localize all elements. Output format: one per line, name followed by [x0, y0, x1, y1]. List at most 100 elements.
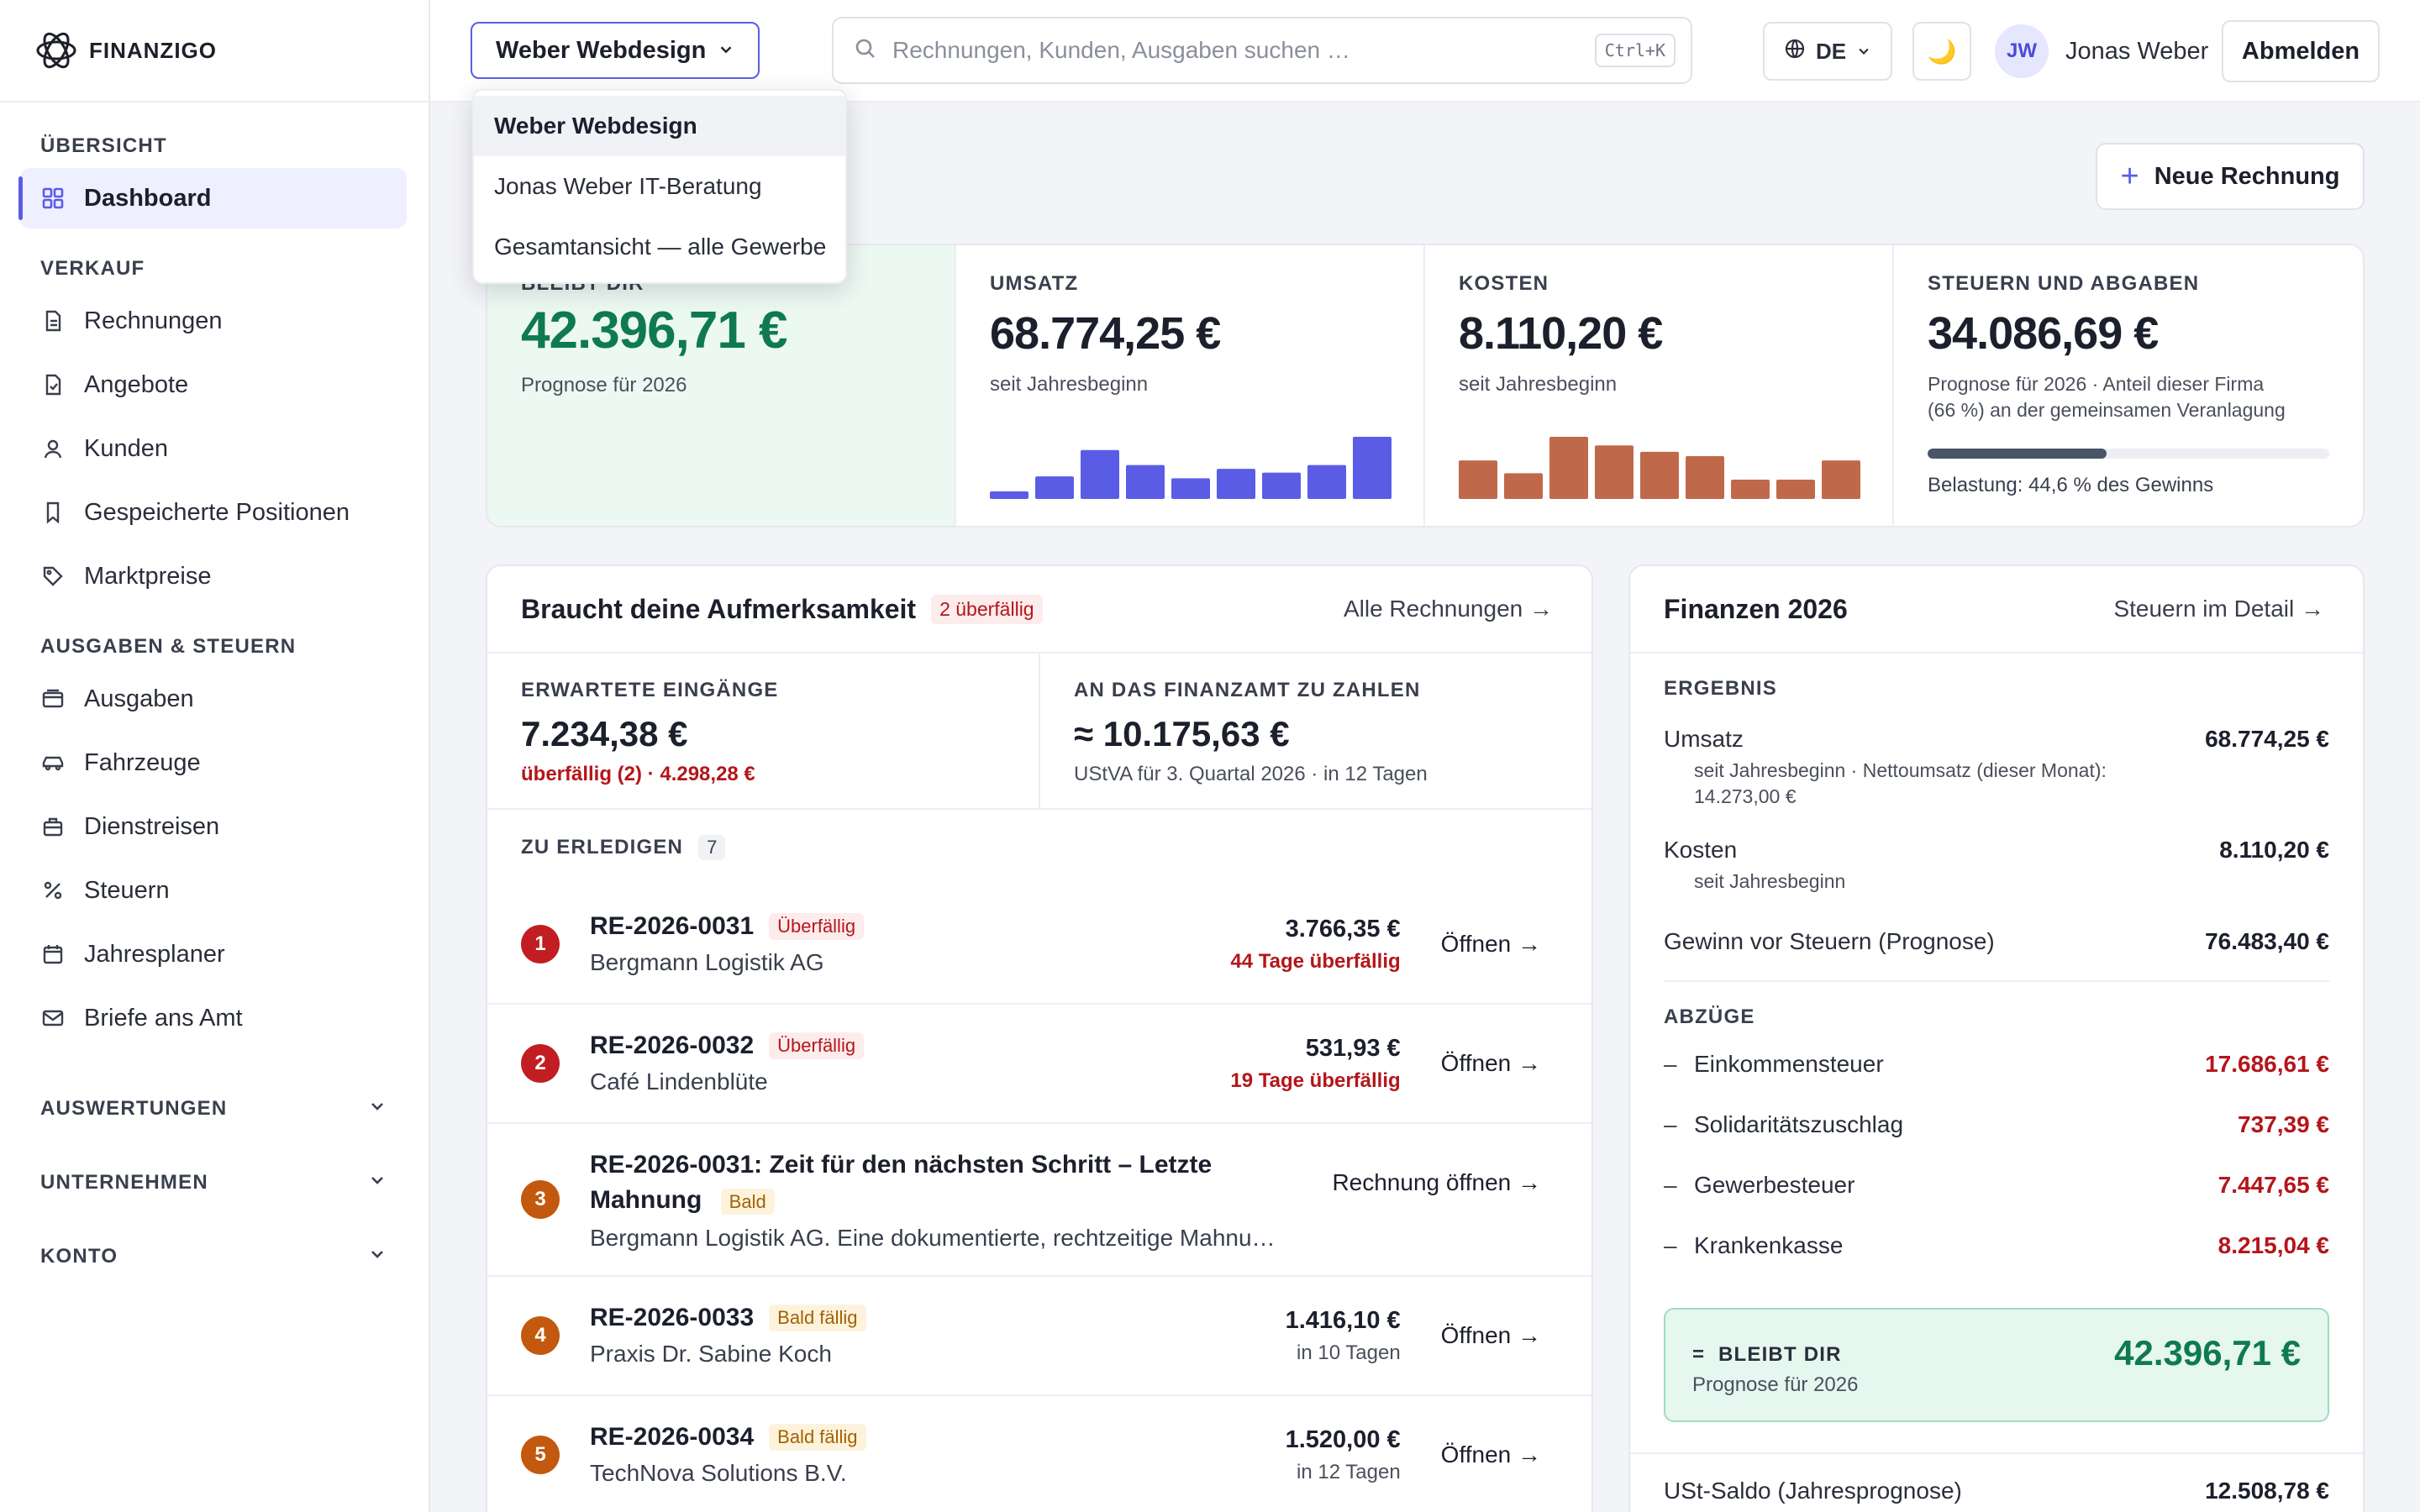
row-label: Gewinn vor Steuern (Prognose): [1664, 928, 1995, 954]
sidebar-item-label: Dashboard: [84, 184, 212, 212]
task-client: Bergmann Logistik AG: [590, 949, 824, 975]
tax-burden-text: Belastung: 44,6 % des Gewinns: [1928, 474, 2214, 496]
row-value: 737,39 €: [2238, 1111, 2329, 1137]
task-client: TechNova Solutions B.V.: [590, 1460, 847, 1486]
sidebar-item-label: Fahrzeuge: [84, 748, 201, 776]
task-main: RE-2026-0033 Bald fällig Praxis Dr. Sabi…: [590, 1304, 1286, 1368]
sidebar-item-label: Marktpreise: [84, 562, 212, 590]
language-select[interactable]: DE: [1763, 22, 1892, 81]
theme-toggle[interactable]: 🌙: [1912, 22, 1971, 81]
due-text: 19 Tage überfällig: [1230, 1068, 1401, 1092]
company-select-value: Weber Webdesign: [496, 36, 707, 64]
kpi-label: STEUERN UND ABGABEN: [1928, 272, 2200, 295]
document-check-icon: [40, 372, 66, 397]
due-text: in 10 Tagen: [1297, 1341, 1401, 1364]
task-row[interactable]: 3 RE-2026-0031: Zeit für den nächsten Sc…: [487, 1122, 1591, 1275]
open-button[interactable]: Öffnen →: [1440, 1441, 1541, 1467]
open-button[interactable]: Öffnen →: [1440, 931, 1541, 957]
sidebar-item-label: Dienstreisen: [84, 812, 220, 840]
logo[interactable]: FINANZIGO: [0, 0, 429, 102]
sidebar-item-vehicles[interactable]: Fahrzeuge: [20, 732, 407, 793]
all-invoices-link[interactable]: Alle Rechnungen →: [1343, 596, 1553, 622]
sidebar-item-expenses[interactable]: Ausgaben: [20, 669, 407, 729]
sidebar-group-label: UNTERNEHMEN: [40, 1171, 208, 1194]
sidebar-group-account[interactable]: KONTO: [0, 1220, 429, 1294]
open-button[interactable]: Öffnen →: [1440, 1322, 1541, 1348]
invoice-number: RE-2026-0033: [590, 1304, 755, 1331]
company-select[interactable]: Weber Webdesign: [471, 22, 760, 79]
sidebar-group-company[interactable]: UNTERNEHMEN: [0, 1146, 429, 1220]
company-option-weber-webdesign[interactable]: Weber Webdesign: [474, 96, 845, 156]
logout-button[interactable]: Abmelden: [2222, 20, 2380, 82]
kpi-remaining[interactable]: BLEIBT DIR 42.396,71 € Prognose für 2026: [487, 245, 956, 526]
task-row[interactable]: 2 RE-2026-0032 Überfällig Café Lindenblü…: [487, 1003, 1591, 1122]
kpi-revenue[interactable]: UMSATZ 68.774,25 € seit Jahresbeginn: [956, 245, 1425, 526]
amount: 3.766,35 €: [1285, 915, 1401, 942]
chart-bar: [1081, 449, 1119, 499]
task-id: RE-2026-0034 Bald fällig: [590, 1423, 1286, 1452]
sidebar-item-offers[interactable]: Angebote: [20, 354, 407, 415]
task-number: 2: [521, 1044, 560, 1083]
divider: [1664, 980, 2329, 982]
todo-label: ZU ERLEDIGEN: [521, 836, 684, 858]
tax-details-link[interactable]: Steuern im Detail →: [2113, 596, 2324, 622]
kpi-value: 68.774,25 €: [990, 308, 1221, 359]
sidebar-group-label: KONTO: [40, 1245, 118, 1268]
task-description: Bergmann Logistik AG. Eine dokumentierte…: [590, 1225, 1276, 1251]
card-header: Finanzen 2026 Steuern im Detail →: [1630, 566, 2363, 654]
search-box[interactable]: Ctrl+K: [832, 17, 1692, 84]
summary-row: ERWARTETE EINGÄNGE 7.234,38 € überfällig…: [487, 654, 1591, 810]
company-option-it-beratung[interactable]: Jonas Weber IT-Beratung: [494, 173, 762, 199]
chart-bar: [990, 491, 1028, 499]
task-row[interactable]: 5 RE-2026-0034 Bald fällig TechNova Solu…: [487, 1394, 1591, 1512]
open-button[interactable]: Öffnen →: [1440, 1050, 1541, 1076]
kpi-costs[interactable]: KOSTEN 8.110,20 € seit Jahresbeginn: [1425, 245, 1894, 526]
row-note: seit Jahresbeginn: [1694, 870, 1846, 892]
chart-bar: [1171, 478, 1210, 499]
todo-header: ZU ERLEDIGEN 7: [487, 810, 1591, 885]
sidebar-item-saved-positions[interactable]: Gespeicherte Positionen: [20, 482, 407, 543]
sidebar-item-taxes[interactable]: Steuern: [20, 860, 407, 921]
open-invoice-button[interactable]: Rechnung öffnen →: [1332, 1169, 1541, 1195]
new-invoice-label: Neue Rechnung: [2154, 162, 2340, 190]
due-text: in 12 Tagen: [1297, 1460, 1401, 1483]
chart-bar: [1262, 472, 1301, 499]
user-menu[interactable]: JW Jonas Weber: [1995, 24, 2208, 79]
row-label: – Einkommensteuer: [1664, 1051, 1884, 1077]
sidebar-group-reports[interactable]: AUSWERTUNGEN: [0, 1072, 429, 1146]
sidebar-item-dashboard[interactable]: Dashboard: [18, 168, 407, 228]
sidebar-item-customers[interactable]: Kunden: [20, 418, 407, 479]
kpi-taxes[interactable]: STEUERN UND ABGABEN 34.086,69 € Prognose…: [1894, 245, 2363, 526]
deduction-row-solidarity: – Solidaritätszuschlag 737,39 €: [1664, 1095, 2329, 1155]
task-row[interactable]: 4 RE-2026-0033 Bald fällig Praxis Dr. Sa…: [487, 1275, 1591, 1394]
sidebar-item-year-planner[interactable]: Jahresplaner: [20, 924, 407, 984]
new-invoice-button[interactable]: + Neue Rechnung: [2096, 143, 2365, 210]
sidebar-item-label: Rechnungen: [84, 307, 223, 334]
company-option-all[interactable]: Gesamtansicht — alle Gewerbe: [494, 234, 827, 260]
costs-row: Kosten 8.110,20 €: [1664, 837, 2329, 864]
top-bar: Weber Webdesign Ctrl+K DE 🌙 JW Jonas Web…: [430, 0, 2420, 102]
chart-bar: [1640, 451, 1679, 499]
grid-icon: [40, 186, 66, 211]
user-icon: [40, 436, 66, 461]
sidebar-item-letters[interactable]: Briefe ans Amt: [20, 988, 407, 1048]
sum-label: AN DAS FINANZAMT ZU ZAHLEN: [1074, 679, 1421, 701]
sidebar-item-market-prices[interactable]: Marktpreise: [20, 546, 407, 606]
amount: 1.416,10 €: [1285, 1306, 1401, 1334]
sidebar-item-label: Steuern: [84, 876, 170, 904]
card-title-text: Braucht deine Aufmerksamkeit: [521, 593, 917, 624]
row-value: 7.447,65 €: [2217, 1172, 2329, 1198]
search-icon: [854, 37, 877, 65]
sidebar-item-business-trips[interactable]: Dienstreisen: [20, 796, 407, 857]
row-label: Kosten: [1664, 837, 1738, 863]
attention-card: Braucht deine Aufmerksamkeit 2 überfälli…: [486, 564, 1593, 1512]
search-input[interactable]: [892, 37, 1580, 64]
task-row[interactable]: 1 RE-2026-0031 Überfällig Bergmann Logis…: [487, 885, 1591, 1003]
deduction-row-trade-tax: – Gewerbesteuer 7.447,65 €: [1664, 1155, 2329, 1215]
task-main: RE-2026-0032 Überfällig Café Lindenblüte: [590, 1032, 1230, 1095]
sum-sub: UStVA für 3. Quartal 2026 · in 12 Tagen: [1074, 763, 1428, 785]
sidebar-item-invoices[interactable]: Rechnungen: [20, 291, 407, 351]
card-header: Braucht deine Aufmerksamkeit 2 überfälli…: [487, 566, 1591, 654]
row-label: – Krankenkasse: [1664, 1232, 1844, 1258]
chart-bar: [1822, 460, 1860, 499]
